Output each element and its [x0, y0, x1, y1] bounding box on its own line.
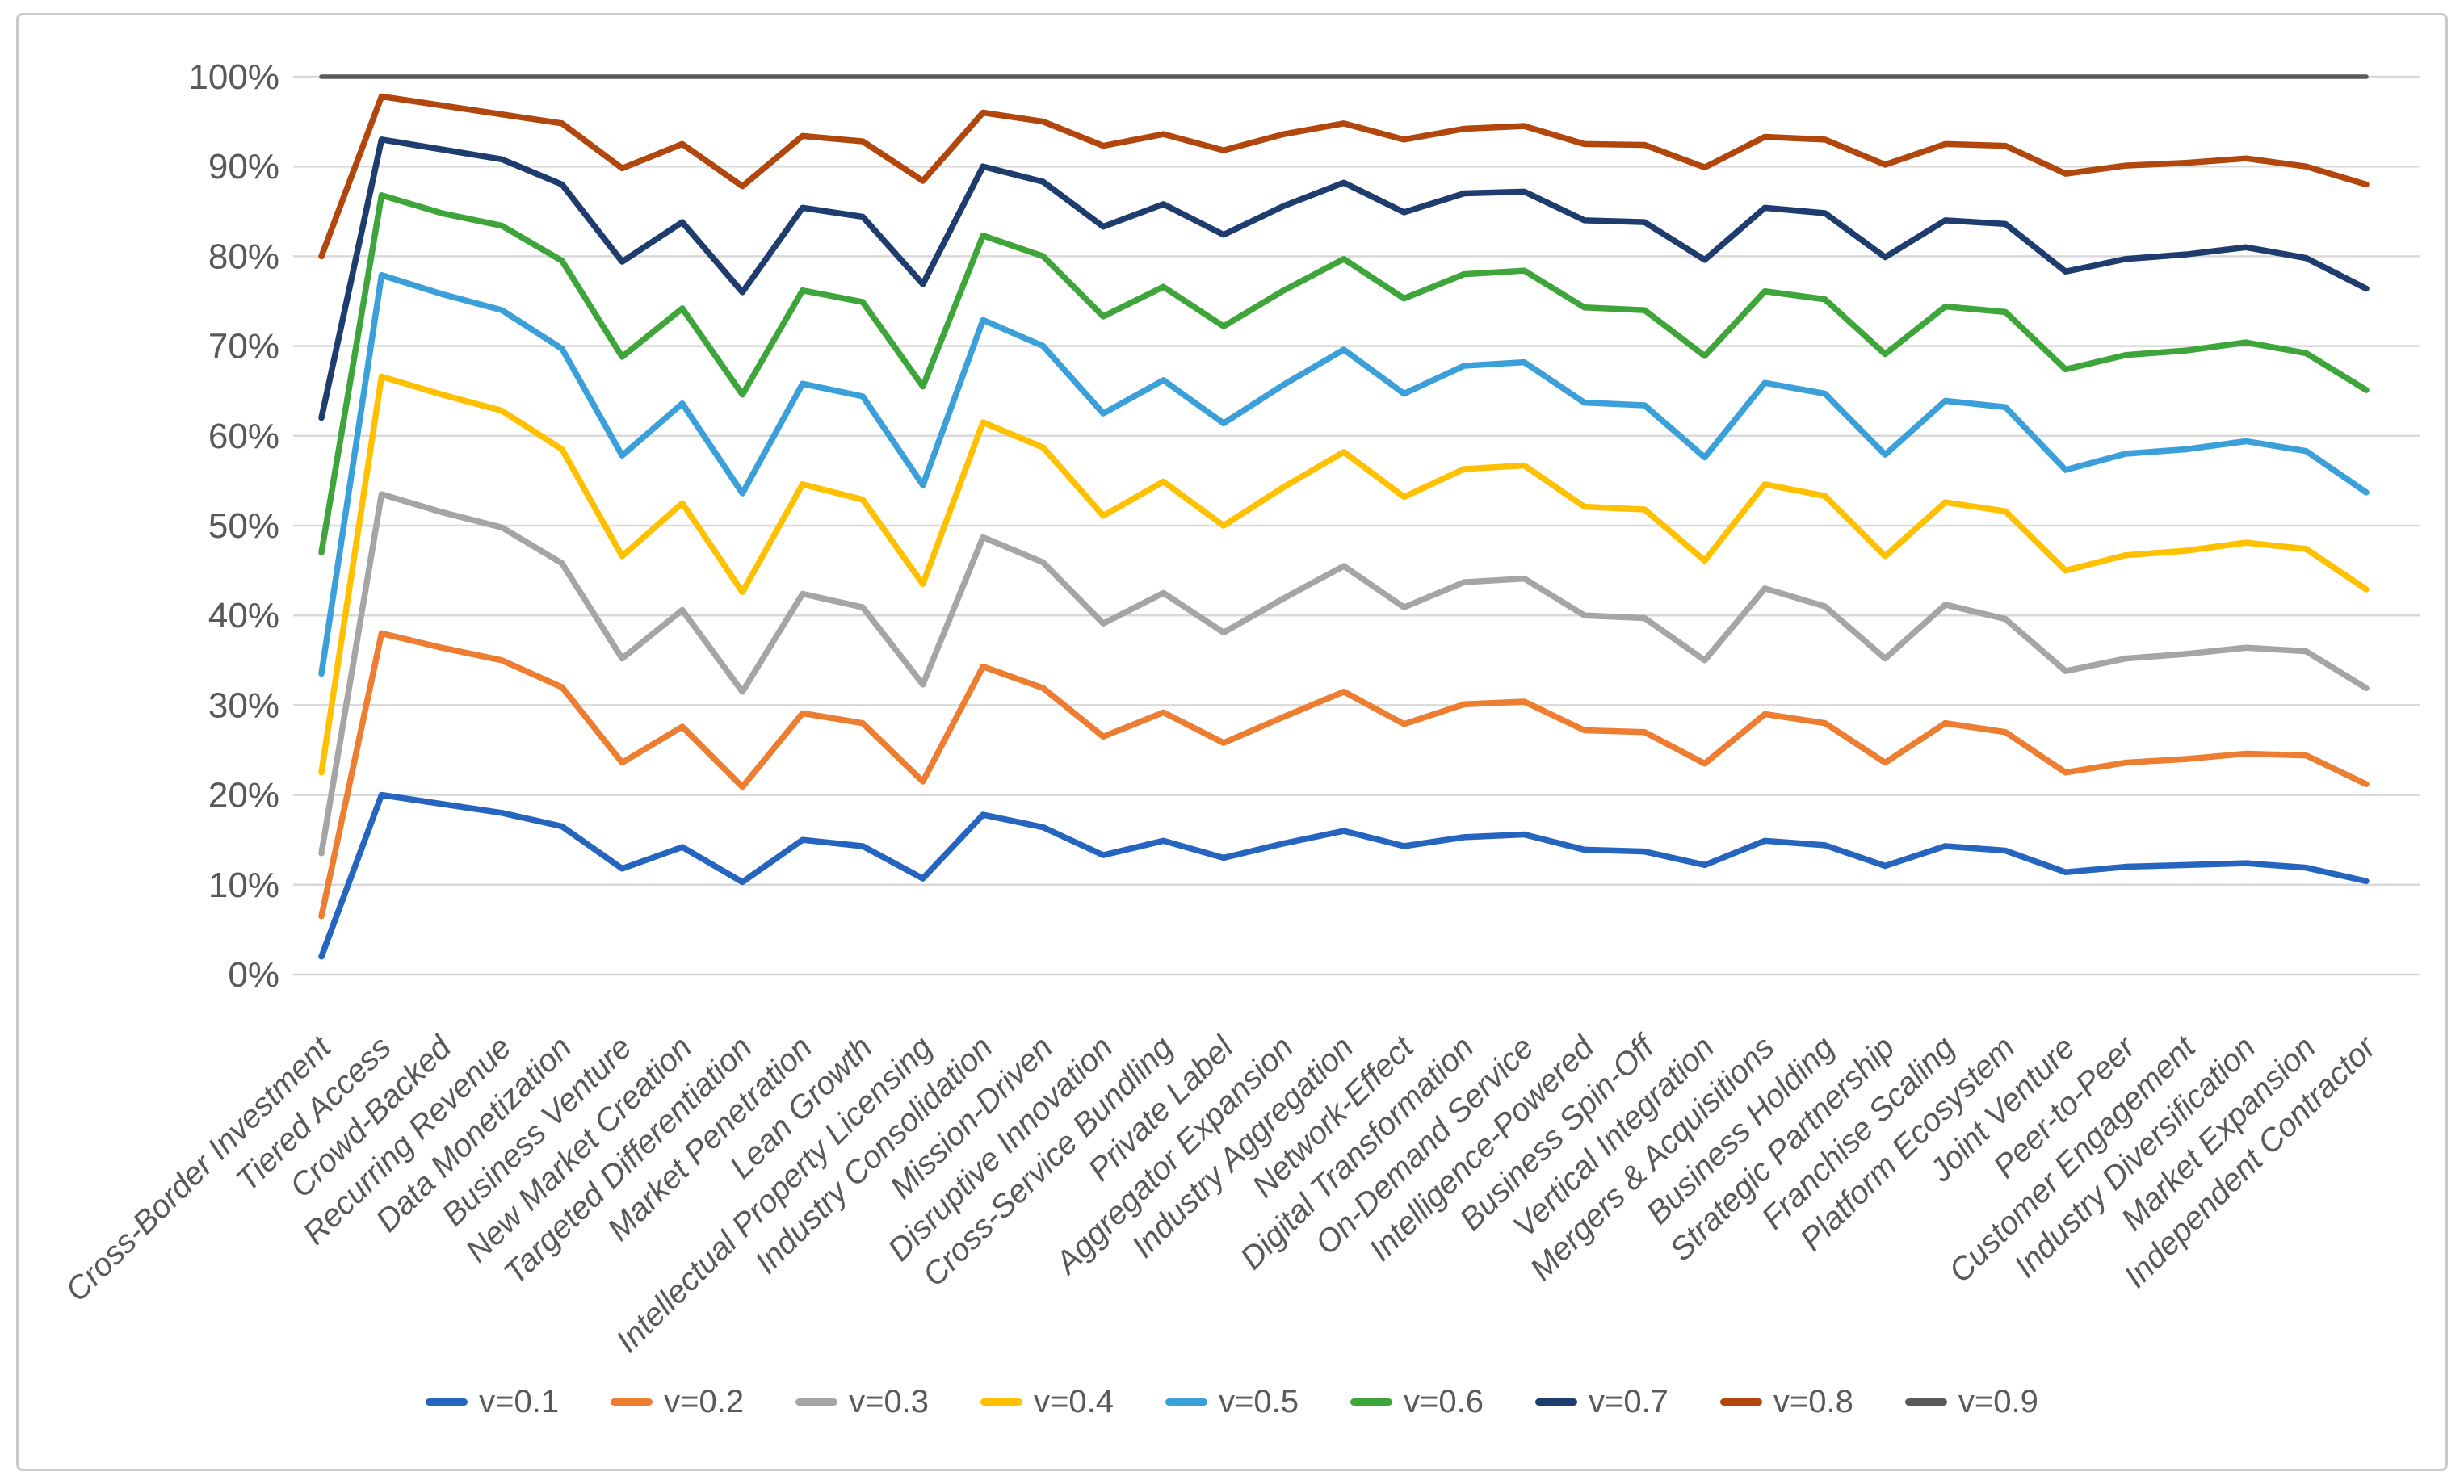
series-line-v=0.7: [318, 136, 2370, 421]
legend-swatch-icon: [611, 1398, 653, 1406]
y-axis-tick-label: 40%: [208, 596, 279, 635]
y-axis-tick-label: 80%: [208, 237, 279, 276]
series-line-v=0.1: [318, 791, 2370, 960]
legend-label: v=0.2: [664, 1384, 745, 1419]
legend-item-v=0.9: v=0.9: [1904, 1384, 2038, 1419]
legend-label: v=0.7: [1588, 1384, 1669, 1419]
y-axis-tick-label: 10%: [208, 866, 279, 905]
series-line-v=0.2: [318, 630, 2370, 920]
series-line-v=0.6: [318, 192, 2370, 556]
y-axis-tick-label: 90%: [208, 147, 279, 187]
legend-swatch-icon: [1904, 1398, 1947, 1406]
series-line-v=0.8: [318, 93, 2370, 260]
y-axis-tick-label: 100%: [188, 57, 279, 97]
legend-item-v=0.4: v=0.4: [980, 1385, 1114, 1418]
legend-label: v=0.9: [1958, 1384, 2038, 1419]
legend-swatch-icon: [426, 1398, 468, 1406]
y-axis-tick-label: 0%: [228, 955, 279, 995]
legend-item-v=0.3: v=0.3: [795, 1385, 929, 1418]
legend-item-v=0.6: v=0.6: [1350, 1385, 1484, 1418]
legend-swatch-icon: [795, 1398, 838, 1406]
legend-item-v=0.7: v=0.7: [1534, 1384, 1669, 1419]
chart-legend: v=0.1 v=0.2 v=0.3 v=0.4 v=0.5 v=0.6 v=0.7 v=0.8…: [0, 1385, 2464, 1418]
legend-swatch-icon: [1534, 1398, 1577, 1406]
y-axis-tick-label: 30%: [208, 685, 279, 725]
y-axis-tick-label: 50%: [208, 506, 279, 546]
legend-label: v=0.8: [1773, 1384, 1853, 1419]
legend-item-v=0.5: v=0.5: [1165, 1385, 1299, 1418]
legend-item-v=0.8: v=0.8: [1719, 1384, 1853, 1419]
legend-item-v=0.1: v=0.1: [426, 1385, 559, 1418]
legend-swatch-icon: [980, 1398, 1023, 1406]
y-axis-tick-label: 70%: [208, 327, 279, 367]
y-axis-tick-label: 60%: [208, 417, 279, 456]
legend-item-v=0.2: v=0.2: [611, 1385, 744, 1418]
legend-swatch-icon: [1350, 1398, 1392, 1406]
series-line-v=0.5: [318, 272, 2370, 677]
legend-label: v=0.6: [1403, 1384, 1484, 1419]
legend-label: v=0.4: [1034, 1384, 1114, 1419]
legend-swatch-icon: [1719, 1398, 1762, 1406]
y-axis-tick-label: 20%: [208, 776, 279, 815]
series-line-v=0.3: [318, 491, 2370, 857]
legend-label: v=0.3: [849, 1384, 930, 1419]
series-line-v=0.4: [318, 373, 2370, 776]
legend-label: v=0.5: [1219, 1384, 1299, 1419]
legend-label: v=0.1: [479, 1384, 560, 1419]
legend-swatch-icon: [1165, 1398, 1208, 1406]
